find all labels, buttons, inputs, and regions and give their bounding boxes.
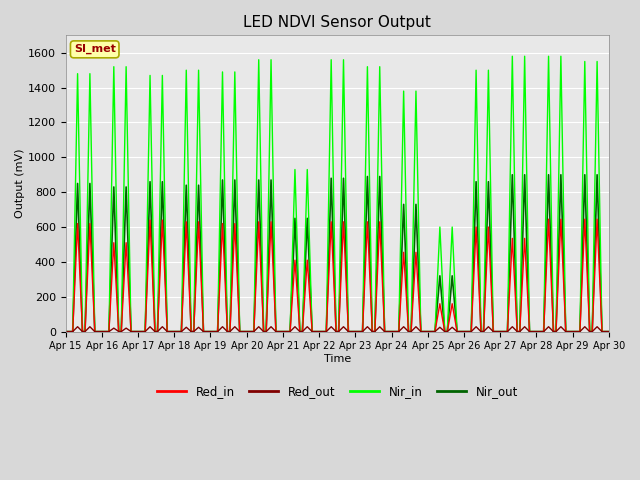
Red_out xyxy=(595,325,602,331)
Nir_in xyxy=(156,205,164,211)
Nir_out xyxy=(294,274,301,280)
Red_out xyxy=(294,326,301,332)
Nir_out xyxy=(536,329,544,335)
Nir_in xyxy=(270,218,278,224)
Nir_out xyxy=(509,172,516,178)
Red_in xyxy=(270,284,278,290)
Title: LED NDVI Sensor Output: LED NDVI Sensor Output xyxy=(243,15,431,30)
Nir_out xyxy=(270,267,278,273)
Nir_in xyxy=(509,53,516,59)
Nir_out xyxy=(595,213,602,218)
Nir_in xyxy=(536,329,544,335)
Nir_out xyxy=(156,257,164,263)
Red_in xyxy=(536,329,543,335)
Text: SI_met: SI_met xyxy=(74,44,116,55)
Red_in xyxy=(605,329,612,335)
Y-axis label: Output (mV): Output (mV) xyxy=(15,149,25,218)
Nir_in xyxy=(595,129,602,134)
Red_in xyxy=(124,266,131,272)
X-axis label: Time: Time xyxy=(324,354,351,364)
Red_out xyxy=(124,326,132,332)
Red_out xyxy=(74,324,81,330)
Nir_in xyxy=(294,251,301,256)
Nir_out xyxy=(124,227,131,233)
Red_out xyxy=(605,329,612,335)
Red_in xyxy=(62,329,70,335)
Legend: Red_in, Red_out, Nir_in, Nir_out: Red_in, Red_out, Nir_in, Nir_out xyxy=(152,380,523,403)
Line: Red_in: Red_in xyxy=(66,219,609,332)
Nir_out xyxy=(62,329,70,335)
Line: Nir_out: Nir_out xyxy=(66,175,609,332)
Red_out xyxy=(270,327,278,333)
Red_in xyxy=(595,245,602,251)
Nir_in xyxy=(124,142,131,148)
Red_in xyxy=(545,216,552,222)
Nir_in xyxy=(605,329,612,335)
Line: Nir_in: Nir_in xyxy=(66,56,609,332)
Red_in xyxy=(294,294,301,300)
Red_out xyxy=(156,326,164,332)
Nir_out xyxy=(605,329,612,335)
Red_out xyxy=(536,329,544,335)
Nir_in xyxy=(62,329,70,335)
Line: Red_out: Red_out xyxy=(66,327,609,332)
Red_out xyxy=(62,329,70,335)
Red_in xyxy=(156,275,164,281)
